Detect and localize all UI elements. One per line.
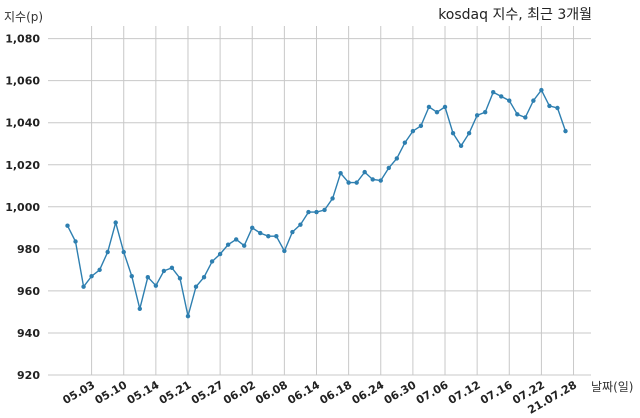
data-point [563, 128, 568, 134]
y-tick-label: 940 [17, 327, 40, 340]
series-group [65, 87, 568, 319]
data-point [81, 284, 86, 289]
data-point [306, 209, 311, 215]
data-point [539, 87, 544, 93]
data-point [145, 275, 151, 280]
data-point [177, 276, 183, 281]
data-point [193, 284, 199, 289]
y-tick-label: 1,080 [5, 33, 40, 46]
data-point [97, 267, 102, 273]
data-point [314, 209, 319, 215]
x-tick-label: 05.21 [157, 378, 194, 407]
data-point [129, 273, 134, 279]
data-point [282, 248, 287, 254]
data-point [450, 131, 456, 136]
x-tick-label: 05.03 [60, 378, 97, 407]
x-tick-label: 05.14 [125, 378, 162, 407]
data-point [298, 222, 303, 227]
x-tick-label: 06.18 [317, 378, 354, 407]
y-tick-label: 1,060 [5, 75, 40, 88]
data-point [209, 259, 215, 264]
data-point [169, 265, 175, 270]
data-point [515, 112, 520, 117]
data-point [105, 249, 110, 255]
data-point [523, 115, 528, 120]
data-point [185, 313, 191, 319]
data-point [258, 230, 263, 236]
x-tick-label: 07.12 [446, 378, 483, 407]
x-tick-label: 07.16 [478, 378, 515, 407]
y-tick-label: 1,000 [5, 201, 40, 214]
x-tick-label: 06.24 [350, 378, 387, 407]
data-point [370, 177, 375, 182]
y-tick-label: 1,040 [5, 117, 40, 130]
data-point [507, 98, 512, 103]
x-tick-label: 06.08 [253, 378, 290, 407]
data-point [65, 223, 70, 228]
data-point [378, 178, 383, 183]
y-tick-label: 980 [17, 243, 40, 256]
data-point [394, 156, 400, 161]
data-point [426, 104, 432, 110]
data-point [217, 251, 223, 257]
chart-title: kosdaq 지수, 최근 3개월 [438, 7, 592, 23]
data-point [274, 234, 279, 239]
data-point [201, 275, 207, 280]
data-point [362, 169, 367, 175]
data-point [338, 170, 343, 176]
data-point [410, 128, 416, 134]
data-point [89, 273, 94, 279]
data-point [73, 239, 78, 244]
x-axis-ticks: 05.0305.1005.1405.2105.2706.0206.0806.14… [60, 378, 579, 417]
data-point [386, 165, 391, 171]
data-point [531, 98, 536, 103]
data-point [250, 225, 255, 231]
data-point [233, 237, 239, 242]
data-point [121, 249, 126, 255]
data-point [499, 94, 504, 99]
data-point [330, 196, 335, 201]
data-point [153, 283, 159, 288]
data-point [442, 104, 448, 110]
x-tick-label: 06.30 [382, 378, 419, 407]
grid-lines [48, 26, 591, 376]
data-point [161, 268, 167, 274]
data-point [482, 109, 488, 115]
y-tick-label: 960 [17, 285, 40, 298]
data-point [466, 131, 472, 136]
data-point [225, 242, 231, 247]
data-point [474, 113, 480, 118]
x-tick-label: 06.02 [221, 378, 258, 407]
x-tick-label: 06.14 [285, 378, 322, 407]
y-axis-ticks: 920 940 960 980 1,000 1,020 1,040 1,060 1,080 [5, 33, 40, 382]
data-point [354, 180, 359, 185]
data-point [434, 109, 440, 115]
data-point [290, 229, 295, 235]
data-point [242, 243, 247, 248]
data-point [555, 105, 560, 111]
data-point [346, 180, 351, 185]
data-point [322, 207, 327, 213]
data-point [458, 143, 464, 149]
data-point [137, 306, 142, 311]
x-tick-label: 05.10 [93, 378, 130, 407]
data-point [113, 220, 118, 225]
x-tick-label: 05.27 [189, 378, 226, 407]
y-tick-label: 1,020 [5, 159, 40, 172]
y-tick-label: 920 [17, 369, 40, 382]
data-point [418, 123, 424, 129]
x-tick-label: 07.06 [414, 378, 451, 407]
data-point [491, 90, 496, 95]
y-axis-label: 지수(p) [4, 10, 44, 24]
x-axis-label: 날짜(일) [591, 380, 634, 394]
data-point [402, 140, 408, 145]
data-point [547, 103, 552, 109]
data-point [266, 234, 271, 239]
